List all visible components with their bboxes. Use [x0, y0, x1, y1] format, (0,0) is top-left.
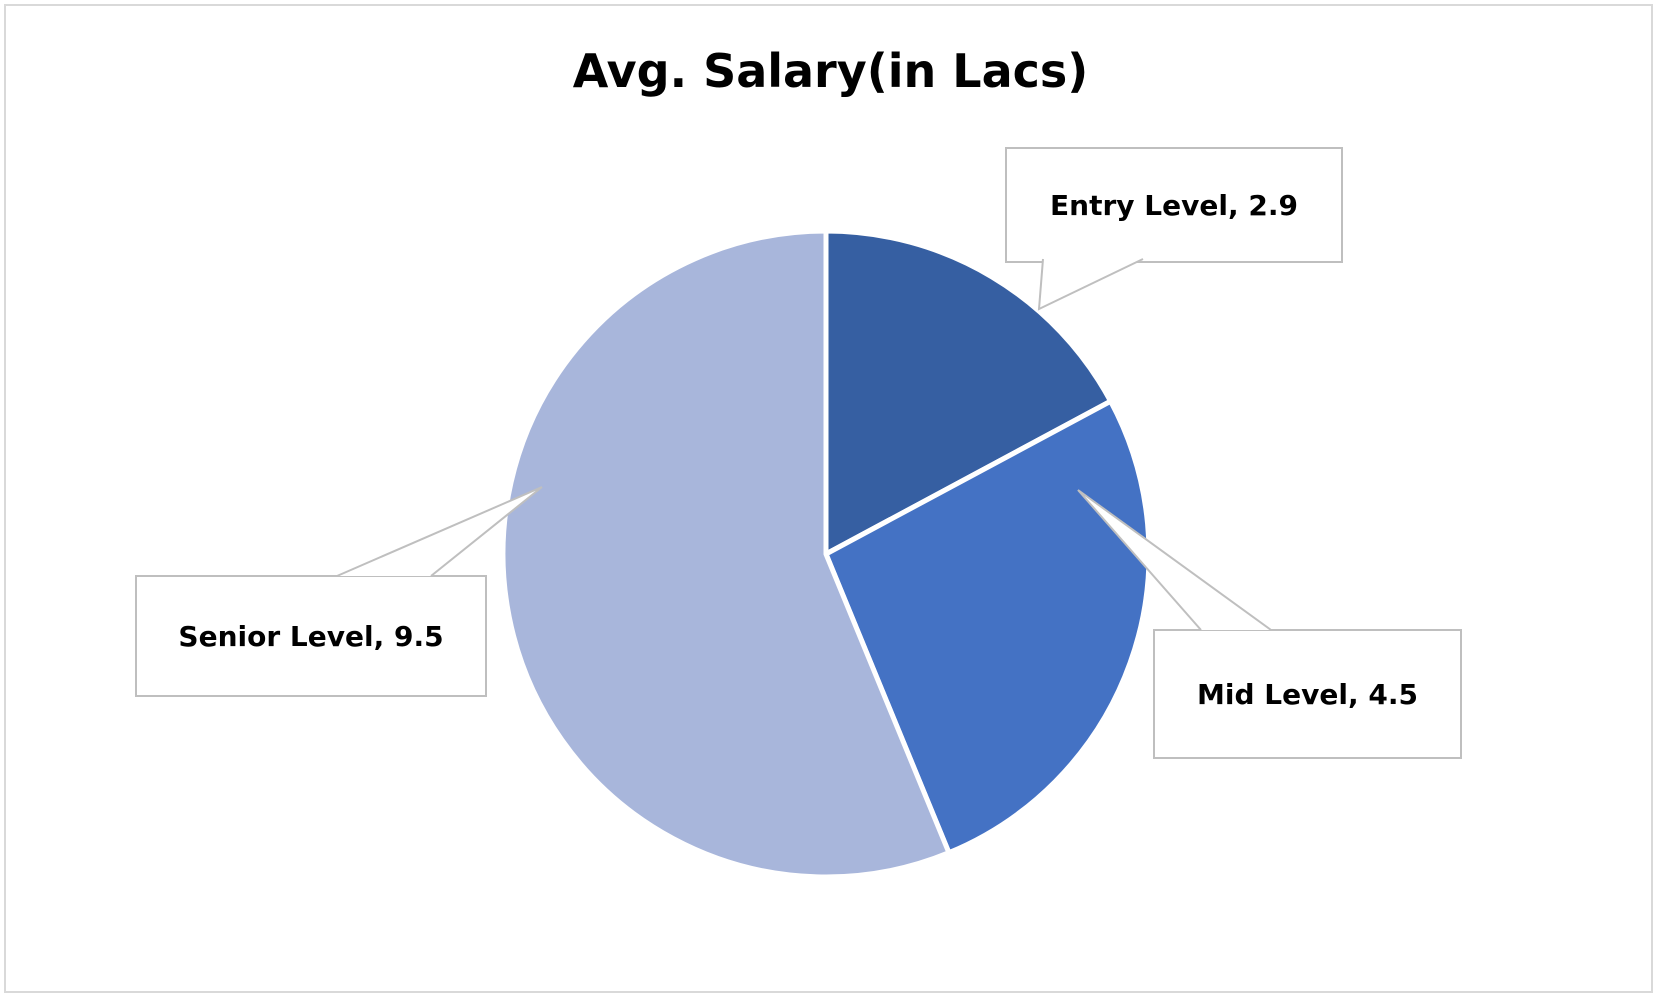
data-label-text: Mid Level, 4.5: [1197, 678, 1418, 711]
chart-title: Avg. Salary(in Lacs): [572, 44, 1089, 98]
data-label-callout: Mid Level, 4.5: [1077, 489, 1462, 759]
pie-slice-senior-level: [500, 228, 952, 880]
pie-slices: [500, 228, 1152, 880]
callout-box: [1005, 147, 1343, 263]
callout-leader-line: [1077, 489, 1272, 631]
data-label-callout: Entry Level, 2.9: [1005, 147, 1343, 311]
callout-box: [135, 575, 487, 697]
data-label-text: Entry Level, 2.9: [1050, 189, 1298, 222]
data-label-text: Senior Level, 9.5: [178, 620, 443, 653]
pie-chart: Entry Level, 2.9 Mid Level, 4.5 Senior Lev…: [135, 147, 1462, 880]
callout-box: [1153, 629, 1462, 759]
callout-leader-line: [1037, 258, 1144, 311]
callout-leader-line: [336, 486, 543, 577]
pie-slice-mid-level: [823, 398, 1152, 856]
pie-slice-entry-level: [823, 228, 1114, 557]
data-label-callout: Senior Level, 9.5: [135, 486, 543, 697]
chart-frame: Avg. Salary(in Lacs) Entry Level, 2.9 Mid…: [4, 4, 1653, 993]
